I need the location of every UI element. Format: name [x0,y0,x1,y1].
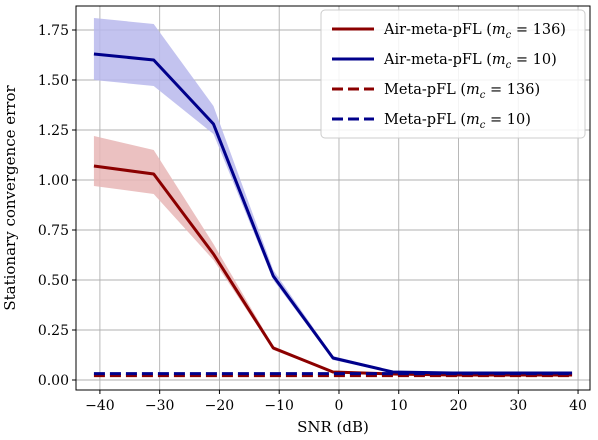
x-tick-label: 30 [509,398,527,414]
legend-box [320,9,586,139]
confidence-band [93,18,573,374]
legend-label: Meta-pFL (mc = 10) [384,112,531,131]
x-tick-label: 10 [390,398,408,414]
legend-label: Air-meta-pFL (mc = 136) [383,22,566,41]
y-tick-label: 0.75 [38,223,69,239]
y-tick-label: 1.00 [38,173,69,189]
x-tick-label: −30 [145,398,175,414]
x-tick-label: −10 [264,398,294,414]
legend-label: Meta-pFL (mc = 136) [384,82,540,101]
x-tick-label: 20 [450,398,468,414]
confidence-bands [93,18,573,376]
y-tick-label: 0.50 [38,273,69,289]
y-tick-label: 1.50 [38,73,69,89]
y-axis-label: Stationary convergence error [1,85,19,311]
x-tick-label: 0 [335,398,344,414]
plot-frame [75,5,591,391]
x-tick-label: −40 [85,398,115,414]
y-tick-label: 0.00 [38,373,69,389]
series-line [93,52,573,375]
legend-label: Air-meta-pFL (mc = 10) [383,52,557,71]
axis-ticks: −40 −30 −20 −10 0 10 20 30 40 0.00 0.25 0.50 0.75 1.0… [38,23,587,414]
y-tick-label: 1.25 [38,123,69,139]
x-tick-label: −20 [205,398,235,414]
confidence-band [93,136,573,376]
y-tick-label: 0.25 [38,323,69,339]
series-line [93,164,573,377]
x-axis-label: SNR (dB) [297,418,369,436]
x-tick-label: 40 [569,398,587,414]
series-lines [93,52,573,378]
legend: Air-meta-pFL (mc = 136) Air-meta-pFL (mc … [320,9,586,139]
y-tick-label: 1.75 [38,23,69,39]
